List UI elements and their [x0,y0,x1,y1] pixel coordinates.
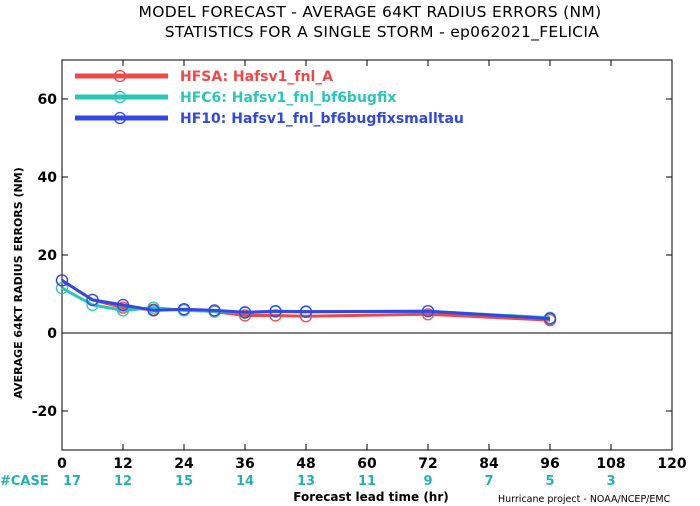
x-tick-label: 120 [657,456,686,472]
case-count: 7 [484,474,493,489]
data-point [208,304,221,317]
y-tick-label: 60 [38,92,58,108]
data-point [55,281,69,295]
legend-marker [113,69,127,83]
x-axis: 0 12 24 36 48 60 72 84 96 108 120 [57,60,687,472]
series-line [61,279,551,321]
case-count: 13 [297,474,315,489]
data-point [86,293,99,307]
x-axis-label: Forecast lead time (hr) [293,490,449,504]
chart-subtitle: STATISTICS FOR A SINGLE STORM - ep062021… [165,23,600,42]
x-tick-label: 24 [174,456,194,472]
data-point [238,306,252,319]
x-tick-label: 84 [479,456,499,472]
data-point [55,274,69,287]
x-tick-label: 0 [57,456,67,472]
data-point [421,305,435,318]
series-2 [55,274,557,325]
x-tick-label: 96 [540,456,559,472]
case-count: 17 [63,474,81,489]
chart-title: MODEL FORECAST - AVERAGE 64KT RADIUS ERR… [139,3,602,21]
case-count: 11 [358,474,376,489]
case-count: 15 [175,474,193,489]
y-axis-label: AVERAGE 64KT RADIUS ERRORS (NM) [12,167,25,398]
data-point [421,308,435,321]
data-point [543,312,557,325]
data-point [299,305,313,318]
case-counts: 17 12 15 14 13 11 9 7 5 3 [63,474,616,489]
data-point [116,298,130,312]
x-tick-label: 12 [113,456,132,472]
data-point [177,303,191,316]
legend-label: HFC6: Hafsv1_fnl_bf6bugfix [180,90,396,106]
y-tick-label: 0 [47,326,57,342]
case-count: 3 [606,474,615,489]
y-tick-label: 20 [38,248,58,264]
y-tick-label: -20 [32,404,58,420]
legend-label: HFSA: Hafsv1_fnl_A [180,69,333,85]
x-tick-label: 108 [596,456,625,472]
legend-label: HF10: Hafsv1_fnl_bf6bugfixsmalltau [180,111,464,127]
x-tick-label: 72 [418,456,437,472]
x-tick-label: 36 [235,456,254,472]
legend: HFSA: Hafsv1_fnl_A HFC6: Hafsv1_fnl_bf6bu… [75,69,464,127]
case-label: #CASE [0,474,49,489]
case-count: 14 [236,474,254,489]
data-point [269,305,282,318]
data-point [147,304,160,317]
x-tick-label: 48 [296,456,315,472]
x-tick-label: 60 [357,456,377,472]
y-axis: -20 0 20 40 60 [32,92,672,420]
y-tick-label: 40 [38,170,58,186]
case-count: 12 [114,474,132,489]
series-layer [55,274,557,327]
legend-marker [113,111,127,125]
case-count: 5 [545,474,554,489]
legend-marker [113,90,127,104]
case-count: 9 [423,474,432,489]
credit-text: Hurricane project - NOAA/NCEP/EMC [498,494,671,505]
